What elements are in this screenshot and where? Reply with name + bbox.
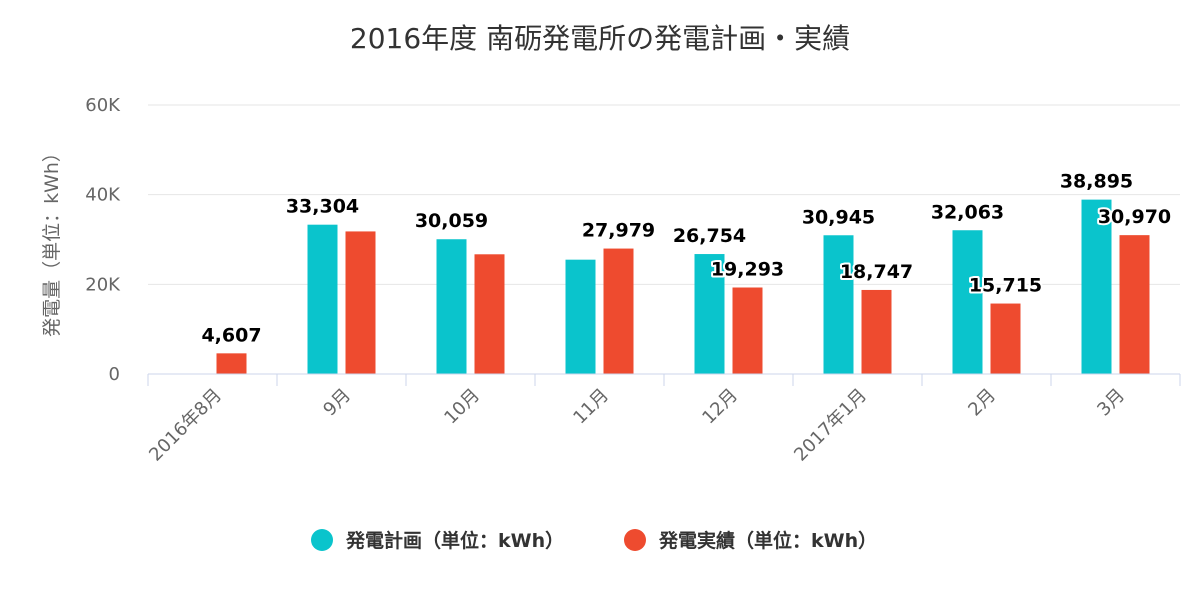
legend-label: 発電計画（単位：kWh） [345,529,564,552]
data-label: 30,945 [802,206,875,228]
bar-actual [216,353,247,374]
bar-actual [990,303,1021,374]
bar-plan [823,235,854,374]
x-tick-label: 9月 [319,385,355,421]
bar-actual [861,289,892,374]
bar-plan [436,239,467,374]
data-label: 30,970 [1098,206,1171,228]
x-tick-label: 10月 [440,385,484,429]
x-tick-label: 3月 [1093,385,1129,421]
x-axis [147,373,1181,386]
data-label: 33,304 [286,196,359,218]
legend: 発電計画（単位：kWh） 発電実績（単位：kWh） [311,529,877,552]
data-labels: 33,304 30,059 26,754 30,945 32,063 38,895 4,60… [199,169,1173,349]
data-label: 18,747 [840,261,913,283]
bar-plan [565,259,596,374]
chart-title: 2016年度 南砺発電所の発電計画・実績 [350,22,850,55]
bars [216,199,1150,374]
bar-actual [1119,235,1150,374]
gridlines [148,104,1180,285]
data-label: 38,895 [1060,171,1133,193]
bar-plan [952,230,983,374]
x-tick-label: 2016年8月 [145,385,226,466]
legend-label: 発電実績（単位：kWh） [658,529,877,552]
bar-plan [307,224,338,374]
data-label: 32,063 [931,201,1004,223]
bar-plan [1081,199,1112,374]
bar-actual [345,231,376,374]
data-label: 15,715 [969,275,1042,297]
bar-actual [732,287,763,374]
bar-plan [694,254,725,374]
y-tick-label: 60K [85,95,121,116]
x-tick-label: 2017年1月 [790,385,871,466]
data-label: 4,607 [201,324,261,346]
data-label: 26,754 [673,225,746,247]
y-axis-ticks: 0 20K 40K 60K [85,95,121,385]
y-axis-title: 発電量（単位：kWh） [41,143,63,337]
data-label: 27,979 [582,220,655,242]
data-label: 30,059 [415,210,488,232]
y-tick-label: 0 [109,364,120,385]
data-label: 19,293 [711,259,784,281]
bar-actual [474,254,505,374]
legend-marker [311,529,333,551]
x-tick-label: 12月 [698,385,742,429]
bar-actual [603,248,634,374]
legend-marker [624,529,646,551]
y-tick-label: 20K [85,274,121,295]
x-axis-ticks: 2016年8月 9月 10月 11月 12月 2017年1月 2月 3月 [145,385,1129,466]
y-tick-label: 40K [85,185,121,206]
x-tick-label: 11月 [569,385,613,429]
x-tick-label: 2月 [964,385,1000,421]
